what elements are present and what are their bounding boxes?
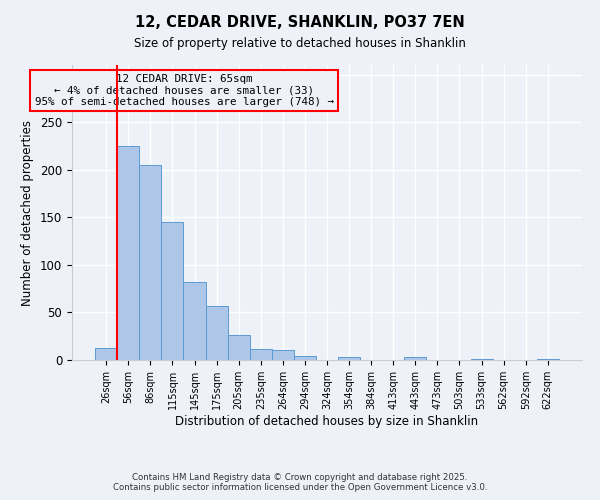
Bar <box>537 359 559 360</box>
Bar <box>294 356 316 360</box>
Text: 12 CEDAR DRIVE: 65sqm
← 4% of detached houses are smaller (33)
95% of semi-detac: 12 CEDAR DRIVE: 65sqm ← 4% of detached h… <box>35 74 334 107</box>
Text: Contains HM Land Registry data © Crown copyright and database right 2025.
Contai: Contains HM Land Registry data © Crown c… <box>113 473 487 492</box>
Bar <box>95 348 117 360</box>
Bar <box>161 222 184 360</box>
X-axis label: Distribution of detached houses by size in Shanklin: Distribution of detached houses by size … <box>175 414 479 428</box>
Bar <box>139 165 161 360</box>
Text: Size of property relative to detached houses in Shanklin: Size of property relative to detached ho… <box>134 38 466 51</box>
Bar <box>470 359 493 360</box>
Bar <box>117 146 139 360</box>
Bar <box>206 306 227 360</box>
Bar <box>338 357 360 360</box>
Bar <box>272 350 294 360</box>
Text: 12, CEDAR DRIVE, SHANKLIN, PO37 7EN: 12, CEDAR DRIVE, SHANKLIN, PO37 7EN <box>135 15 465 30</box>
Bar <box>227 336 250 360</box>
Y-axis label: Number of detached properties: Number of detached properties <box>22 120 34 306</box>
Bar <box>250 348 272 360</box>
Bar <box>184 282 206 360</box>
Bar <box>404 357 427 360</box>
